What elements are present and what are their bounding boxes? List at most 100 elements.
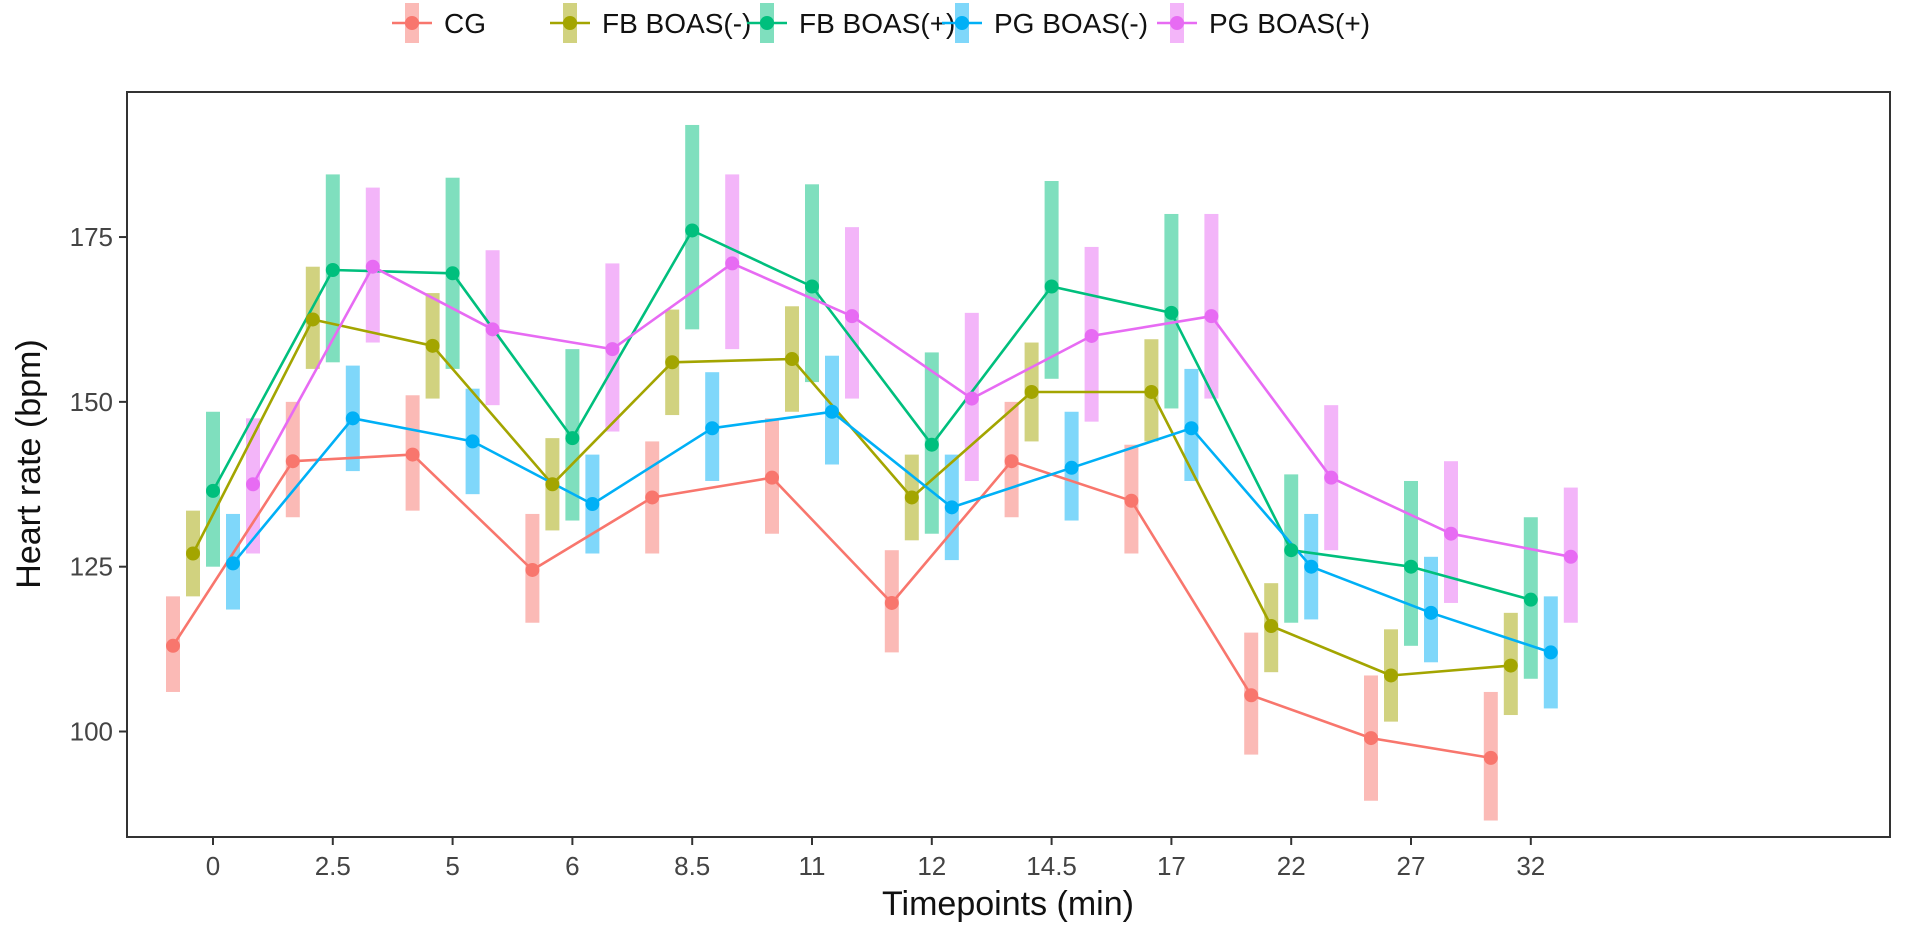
data-point-FB BOAS(-)-5 (425, 338, 440, 353)
data-point-PG BOAS(+)-27 (1444, 526, 1458, 541)
y-tick-label-125: 125 (70, 552, 113, 582)
data-point-FB BOAS(-)-22 (1264, 619, 1279, 634)
data-point-FB BOAS(+)-6 (565, 431, 580, 446)
legend-key-point-PG BOAS(-) (955, 16, 969, 30)
data-point-CG-27 (1364, 731, 1378, 746)
x-tick-label-2.5: 2.5 (315, 851, 351, 881)
data-point-FB BOAS(+)-12 (924, 437, 939, 452)
data-point-FB BOAS(-)-12 (904, 490, 919, 505)
legend-key-point-FB BOAS(-) (563, 16, 577, 30)
data-point-PG BOAS(+)-14.5 (1084, 328, 1099, 343)
x-tick-label-14.5: 14.5 (1026, 851, 1077, 881)
data-point-PG BOAS(+)-22 (1324, 470, 1339, 485)
legend: CG FB BOAS(-) FB BOAS(+) PG BOAS(-) PG BOAS(… (392, 3, 1370, 43)
data-point-PG BOAS(+)-0 (246, 477, 260, 492)
legend-item-FB BOAS(+): FB BOAS(+) (747, 3, 955, 43)
data-point-FB BOAS(-)-2.5 (305, 312, 320, 327)
data-point-PG BOAS(+)-6 (605, 342, 620, 357)
data-point-FB BOAS(-)-32 (1503, 658, 1518, 673)
legend-label-FB BOAS(-): FB BOAS(-) (602, 8, 751, 39)
data-point-PG BOAS(+)-32 (1563, 549, 1578, 564)
data-point-PG BOAS(-)-32 (1543, 645, 1558, 660)
data-point-PG BOAS(-)-6 (585, 497, 600, 512)
data-point-PG BOAS(-)-27 (1424, 605, 1438, 620)
data-point-PG BOAS(+)-8.5 (725, 256, 740, 271)
data-point-FB BOAS(+)-27 (1404, 559, 1418, 574)
legend-label-CG: CG (444, 8, 486, 39)
data-point-FB BOAS(-)-8.5 (665, 355, 680, 370)
series-line-FB BOAS(+) (211, 229, 1532, 601)
data-point-CG-22 (1244, 688, 1259, 703)
series-line-PG BOAS(-) (231, 410, 1552, 654)
x-tick-label-17: 17 (1157, 851, 1186, 881)
data-point-FB BOAS(+)-14.5 (1044, 279, 1059, 294)
data-point-PG BOAS(-)-2.5 (345, 411, 360, 426)
data-point-PG BOAS(+)-11 (845, 309, 859, 324)
data-point-FB BOAS(-)-17 (1144, 384, 1159, 399)
y-tick-label-100: 100 (70, 717, 113, 747)
errorbar-PG BOAS(+)-17 (1204, 213, 1219, 399)
data-point-FB BOAS(-)-27 (1384, 668, 1398, 683)
x-tick-label-5: 5 (445, 851, 459, 881)
data-point-PG BOAS(-)-17 (1184, 421, 1199, 436)
data-point-CG-14.5 (1004, 454, 1019, 469)
data-point-PG BOAS(-)-14.5 (1064, 460, 1079, 475)
x-tick-label-11: 11 (799, 851, 826, 881)
data-point-FB BOAS(+)-22 (1284, 543, 1299, 558)
data-point-CG-2.5 (285, 454, 300, 469)
data-point-CG-6 (525, 562, 540, 577)
legend-item-CG: CG (392, 3, 486, 43)
data-point-FB BOAS(+)-17 (1164, 305, 1179, 320)
data-point-FB BOAS(+)-5 (445, 266, 460, 281)
y-axis-title: Heart rate (bpm) (10, 339, 48, 588)
x-axis-title: Timepoints (min) (882, 885, 1134, 923)
data-point-FB BOAS(+)-32 (1523, 592, 1538, 607)
data-point-FB BOAS(+)-8.5 (685, 223, 700, 238)
legend-key-point-CG (405, 16, 419, 30)
x-tick-label-22: 22 (1277, 851, 1306, 881)
data-point-PG BOAS(-)-22 (1304, 559, 1319, 574)
data-point-CG-5 (405, 447, 420, 462)
legend-label-PG BOAS(+): PG BOAS(+) (1209, 8, 1370, 39)
x-tick-label-8.5: 8.5 (674, 851, 710, 881)
data-point-CG-11 (765, 470, 779, 485)
data-point-PG BOAS(+)-5 (485, 322, 500, 337)
data-point-FB BOAS(-)-0 (186, 546, 200, 561)
data-point-PG BOAS(+)-12 (964, 391, 979, 406)
x-tick-label-6: 6 (565, 851, 579, 881)
data-point-FB BOAS(-)-11 (785, 352, 799, 367)
legend-item-PG BOAS(+): PG BOAS(+) (1157, 3, 1370, 43)
data-point-PG BOAS(-)-11 (825, 404, 839, 419)
x-tick-label-27: 27 (1397, 851, 1426, 881)
data-point-FB BOAS(-)-14.5 (1024, 384, 1039, 399)
data-point-PG BOAS(-)-8.5 (705, 421, 720, 436)
legend-key-point-FB BOAS(+) (760, 16, 774, 30)
data-point-FB BOAS(+)-11 (805, 279, 819, 294)
data-point-CG-17 (1124, 493, 1139, 508)
data-point-CG-32 (1483, 750, 1498, 765)
data-point-CG-12 (884, 595, 899, 610)
series-points (166, 223, 1578, 765)
legend-label-FB BOAS(+): FB BOAS(+) (799, 8, 955, 39)
x-tick-label-0: 0 (206, 851, 220, 881)
x-tick-label-32: 32 (1516, 851, 1545, 881)
data-point-PG BOAS(-)-5 (465, 434, 480, 449)
data-point-FB BOAS(+)-2.5 (325, 263, 340, 278)
series-line-PG BOAS(+) (251, 262, 1572, 559)
data-point-CG-8.5 (645, 490, 660, 505)
legend-key-point-PG BOAS(+) (1170, 16, 1184, 30)
legend-item-FB BOAS(-): FB BOAS(-) (550, 3, 751, 43)
legend-label-PG BOAS(-): PG BOAS(-) (994, 8, 1148, 39)
axes: 100 125 150 175 0 2.5 5 6 8.5 11 12 14.5 17 22 27 32 (70, 222, 1546, 881)
series-line-CG (171, 453, 1492, 760)
data-point-PG BOAS(-)-12 (944, 500, 959, 515)
y-tick-label-175: 175 (70, 222, 113, 252)
y-tick-label-150: 150 (70, 387, 113, 417)
legend-item-PG BOAS(-): PG BOAS(-) (942, 3, 1148, 43)
data-point-PG BOAS(+)-2.5 (365, 259, 380, 274)
data-point-PG BOAS(+)-17 (1204, 309, 1219, 324)
x-tick-label-12: 12 (917, 851, 946, 881)
data-point-PG BOAS(-)-0 (226, 556, 240, 571)
